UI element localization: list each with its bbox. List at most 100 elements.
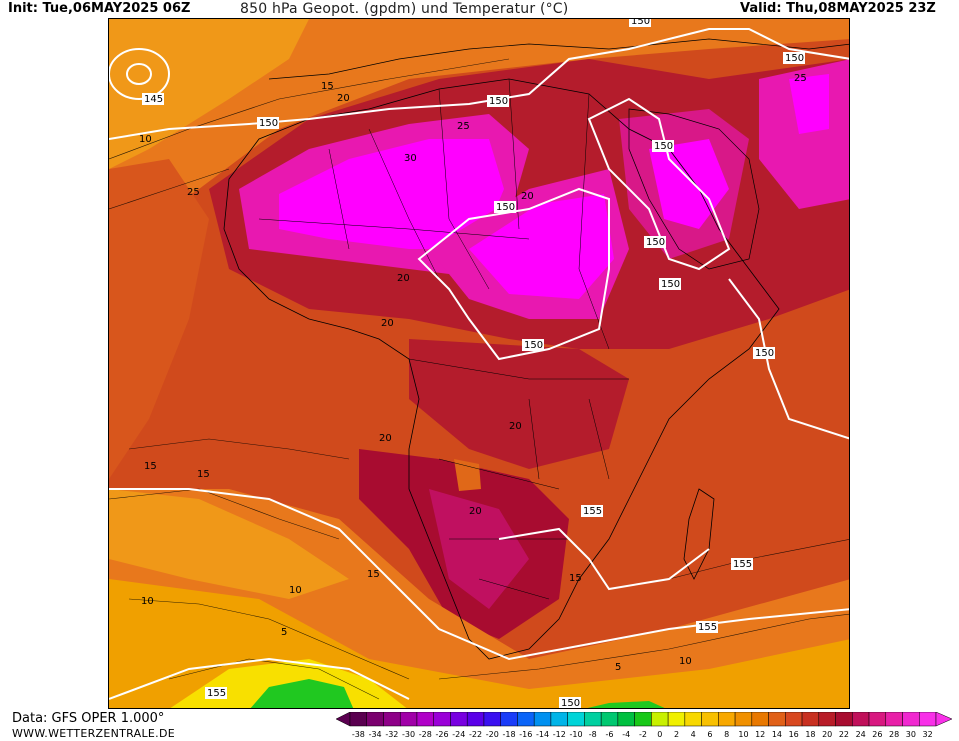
- colorbar-swatch: [349, 712, 367, 727]
- temperature-label: 20: [521, 191, 534, 202]
- colorbar-tick-label: 16: [789, 730, 799, 739]
- colorbar-tick-label: -12: [553, 730, 566, 739]
- geopotential-label-text: 150: [496, 202, 515, 213]
- temp-zone-central-africa: [409, 339, 629, 469]
- colorbar-tick-label: 8: [724, 730, 729, 739]
- temperature-label: 10: [139, 134, 152, 145]
- colorbar-swatch: [785, 712, 803, 727]
- colorbar-tick-label: 26: [872, 730, 882, 739]
- geopotential-label: 150: [652, 140, 674, 152]
- geopotential-label: 150: [659, 278, 681, 290]
- temp-zone-sahara-core-west: [279, 139, 504, 249]
- temperature-label: 10: [289, 585, 302, 596]
- website-link[interactable]: WWW.WETTERZENTRALE.DE: [12, 727, 175, 740]
- valid-time: Valid: Thu,08MAY2025 23Z: [740, 1, 936, 16]
- geopotential-label-text: 150: [524, 340, 543, 351]
- colorbar-swatch: [818, 712, 836, 727]
- colorbar-tick-label: 4: [691, 730, 696, 739]
- colorbar-swatch: [399, 712, 418, 727]
- colorbar-swatch: [852, 712, 870, 727]
- temp-zone-south-green: [250, 679, 354, 708]
- temperature-label: 5: [615, 662, 621, 673]
- temp-zone-iran-core: [789, 74, 829, 134]
- madagascar-outline: [683, 488, 715, 580]
- geopotential-label-text: 150: [646, 237, 665, 248]
- geopotential-label: 155: [205, 687, 227, 699]
- colorbar-swatch: [550, 712, 568, 727]
- temperature-label: 15: [367, 569, 380, 580]
- colorbar-swatch: [667, 712, 686, 727]
- geopotential-label-text: 150: [631, 19, 650, 27]
- geopotential-label: 150: [494, 201, 516, 213]
- temp-zone-sahara-core-central: [469, 194, 614, 299]
- geopotential-label-group: 1451501501501501501501501501501501551551…: [142, 19, 805, 709]
- temp-zone-south-green-2: [587, 701, 665, 708]
- colorbar-swatch: [483, 712, 501, 727]
- temp-zone-south-pink: [429, 489, 529, 609]
- colorbar-swatch: [567, 712, 585, 727]
- colorbar-tick-label: -32: [385, 730, 398, 739]
- colorbar-tick-label: -30: [402, 730, 415, 739]
- temperature-label: 20: [469, 506, 482, 517]
- colorbar-swatch: [533, 712, 552, 727]
- colorbar-tick-label: -24: [452, 730, 465, 739]
- colorbar-tick-label: 24: [856, 730, 866, 739]
- temperature-label: 20: [397, 273, 410, 284]
- colorbar-arrow-left: [336, 712, 351, 727]
- geopotential-label-text: 150: [661, 279, 680, 290]
- colorbar-swatch: [517, 712, 535, 727]
- colorbar-swatch: [617, 712, 635, 727]
- colorbar-swatch: [902, 712, 920, 727]
- map-title: 850 hPa Geopot. (gpdm) und Temperatur (°…: [240, 1, 569, 17]
- europe-coastline: [268, 38, 849, 80]
- temp-zone-arabia-core: [649, 139, 729, 229]
- colorbar-tick-label: 2: [674, 730, 679, 739]
- colorbar-tick-label: -2: [639, 730, 647, 739]
- geopotential-label: 145: [142, 93, 164, 105]
- colorbar-swatch: [718, 712, 736, 727]
- colorbar-swatch: [885, 712, 903, 727]
- colorbar-tick-label: -28: [419, 730, 432, 739]
- temperature-label: 25: [187, 187, 200, 198]
- colorbar-swatch: [868, 712, 887, 727]
- weather-map: 145 150 150 150 150 150 150 150 150 150 150 155 155 1…: [108, 18, 850, 709]
- colorbar-tick-label: 14: [772, 730, 782, 739]
- geopotential-label-text: 155: [207, 688, 226, 699]
- colorbar-swatches: [336, 712, 953, 727]
- geopotential-label: 150: [783, 52, 805, 64]
- colorbar-swatch: [366, 712, 384, 727]
- colorbar-tick-label: 0: [657, 730, 662, 739]
- temperature-label: 15: [321, 81, 334, 92]
- colorbar-tick-label: -18: [503, 730, 516, 739]
- geopotential-label: 155: [581, 505, 603, 517]
- colorbar: -38 -34 -32 -30 -28 -26 -24 -22 -20 -18 -16 -14 -12-…: [336, 712, 953, 739]
- geopotential-label-text: 155: [733, 559, 752, 570]
- geopotential-label-text: 150: [785, 53, 804, 64]
- data-source: Data: GFS OPER 1.000°: [12, 711, 165, 726]
- colorbar-tick-label: -38: [352, 730, 365, 739]
- geopotential-label: 155: [696, 621, 718, 633]
- temperature-label: 5: [281, 627, 287, 638]
- colorbar-tick-label: -8: [589, 730, 597, 739]
- colorbar-tick-label: -16: [519, 730, 532, 739]
- temp-zone-kalahari-spot: [454, 459, 481, 491]
- geopotential-label: 150: [487, 95, 509, 107]
- colorbar-tick-label: -20: [486, 730, 499, 739]
- temperature-label: 20: [509, 421, 522, 432]
- temperature-label: 10: [141, 596, 154, 607]
- temperature-label: 10: [679, 656, 692, 667]
- colorbar-tick-label: 12: [755, 730, 765, 739]
- colorbar-swatch: [684, 712, 702, 727]
- colorbar-swatch: [500, 712, 518, 727]
- temperature-label-group: 1015202530252020202020202515151510105510…: [139, 73, 807, 673]
- geopotential-label-text: 150: [561, 698, 580, 709]
- colorbar-swatch: [801, 712, 820, 727]
- init-time: Init: Tue,06MAY2025 06Z: [8, 1, 191, 16]
- colorbar-swatch: [651, 712, 669, 727]
- temp-zone-west-ocean: [109, 159, 209, 479]
- temperature-label: 25: [457, 121, 470, 132]
- colorbar-ticks: -38 -34 -32 -30 -28 -26 -24 -22 -20 -18 -16 -14 -12-…: [352, 730, 933, 739]
- temperature-label: 20: [337, 93, 350, 104]
- geopotential-label: 150: [629, 19, 651, 27]
- geopotential-label-text: 150: [259, 118, 278, 129]
